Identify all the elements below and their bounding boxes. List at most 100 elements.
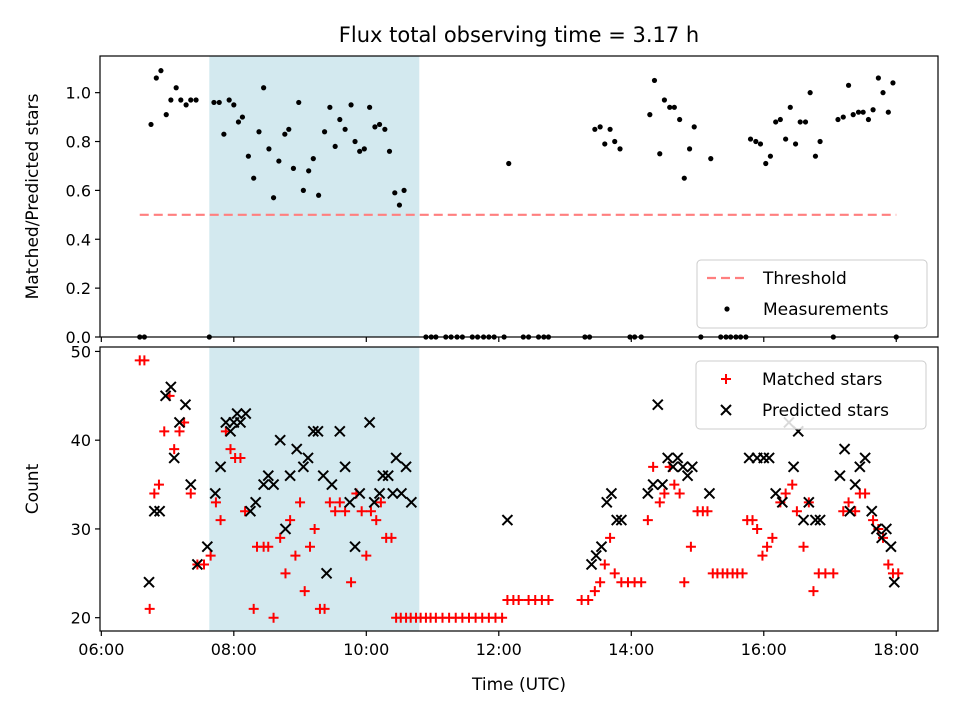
matched-star-point xyxy=(595,577,606,588)
matched-star-point xyxy=(199,559,210,570)
matched-star-point xyxy=(679,577,690,588)
legend-label: Threshold xyxy=(762,269,847,289)
measurement-point xyxy=(753,138,759,145)
matched-star-point xyxy=(828,568,839,579)
measurement-point xyxy=(396,202,403,208)
measurement-point xyxy=(885,109,891,115)
measurement-point xyxy=(266,146,272,152)
legend-measurement-swatch xyxy=(724,306,730,312)
measurement-point xyxy=(235,119,242,125)
matched-star-point xyxy=(674,488,685,499)
measurement-point xyxy=(667,104,673,110)
measurement-point xyxy=(310,156,316,162)
measurement-point xyxy=(367,104,373,110)
predicted-star-point xyxy=(179,398,192,411)
matched-star-point xyxy=(543,594,554,605)
measurement-point xyxy=(392,190,398,196)
predicted-star-point xyxy=(387,487,399,500)
measurement-point xyxy=(178,97,184,103)
matched-star-point xyxy=(599,559,610,570)
measurement-point xyxy=(382,126,388,132)
matched-star-point xyxy=(169,444,180,455)
matched-star-point xyxy=(669,479,680,490)
predicted-star-point xyxy=(880,523,893,535)
predicted-star-point xyxy=(400,461,412,473)
predicted-star-point xyxy=(234,416,247,429)
measurement-point xyxy=(890,80,896,86)
matched-star-point xyxy=(330,506,341,517)
measurement-point xyxy=(216,99,222,106)
measurement-point xyxy=(193,97,199,103)
matched-star-point xyxy=(747,515,758,526)
matched-star-point xyxy=(762,541,773,552)
predicted-star-point xyxy=(834,469,846,482)
predicted-star-point xyxy=(185,478,197,491)
measurement-point xyxy=(708,156,714,162)
y-tick-label: 50 xyxy=(71,342,91,361)
matched-star-point xyxy=(324,497,335,508)
predicted-star-point xyxy=(344,496,356,509)
measurement-point xyxy=(812,153,819,159)
matched-star-point xyxy=(589,586,600,597)
measurement-point xyxy=(352,138,358,145)
measurement-point xyxy=(747,136,754,142)
predicted-star-point xyxy=(353,487,366,500)
measurement-point xyxy=(316,192,322,198)
measurement-point xyxy=(797,119,803,125)
measurement-point xyxy=(870,107,876,113)
predicted-star-point xyxy=(165,381,177,393)
predicted-star-point xyxy=(373,487,386,500)
measurement-point xyxy=(357,148,363,154)
x-tick-label: 16:00 xyxy=(741,640,787,659)
measurement-point xyxy=(401,187,407,193)
measurement-point xyxy=(602,141,608,147)
predicted-star-point xyxy=(159,390,172,402)
measurement-point xyxy=(777,116,783,123)
measurement-point xyxy=(835,116,841,123)
predicted-star-point xyxy=(267,478,280,491)
measurement-point xyxy=(807,90,813,96)
legend-box xyxy=(695,360,927,430)
measurement-point xyxy=(361,146,367,152)
predicted-star-point xyxy=(334,425,346,438)
predicted-star-point xyxy=(368,496,380,509)
measurement-point xyxy=(817,138,823,145)
predicted-star-point xyxy=(326,478,338,491)
measurement-point xyxy=(158,68,164,74)
matched-star-point xyxy=(210,497,221,508)
predicted-star-point xyxy=(590,549,602,562)
measurement-point xyxy=(327,104,333,110)
measurement-point xyxy=(651,77,658,84)
matched-star-point xyxy=(752,523,763,534)
predicted-star-point xyxy=(814,514,826,526)
measurement-point xyxy=(276,158,282,164)
measurement-point xyxy=(840,114,846,120)
predicted-star-point xyxy=(803,496,815,509)
predicted-star-point xyxy=(647,478,659,491)
measurement-point xyxy=(767,153,774,159)
matched-star-point xyxy=(497,612,508,623)
matched-star-point xyxy=(808,586,819,597)
matched-star-point xyxy=(757,550,768,561)
predicted-star-point xyxy=(809,514,822,526)
matched-star-point xyxy=(648,461,659,472)
measurement-point xyxy=(153,75,159,81)
matched-star-point xyxy=(185,488,196,499)
measurement-point xyxy=(657,151,663,157)
legend-predicted-swatch xyxy=(720,404,732,416)
predicted-star-point xyxy=(262,469,274,482)
measurement-point xyxy=(773,119,779,125)
y-tick-label: 0.0 xyxy=(66,328,91,347)
predicted-star-point xyxy=(849,478,861,491)
predicted-star-point xyxy=(501,514,514,526)
matched-star-point xyxy=(299,586,310,597)
measurement-point xyxy=(607,126,613,132)
matched-star-point xyxy=(702,506,713,517)
measurement-point xyxy=(783,136,789,142)
matched-star-point xyxy=(304,541,315,552)
measurement-point xyxy=(270,195,277,201)
measurement-point xyxy=(188,97,194,103)
predicted-star-point xyxy=(776,496,789,509)
predicted-star-point xyxy=(244,505,257,517)
